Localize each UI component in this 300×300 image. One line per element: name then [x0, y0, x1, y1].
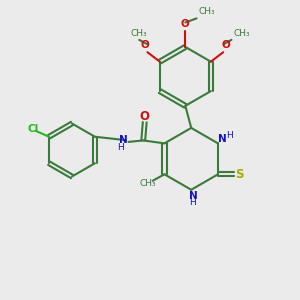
Text: CH₃: CH₃ [131, 28, 148, 38]
Text: H: H [118, 143, 124, 152]
Text: CH₃: CH₃ [234, 28, 250, 38]
Text: H: H [189, 198, 196, 207]
Text: Cl: Cl [27, 124, 38, 134]
Text: N: N [218, 134, 227, 144]
Text: N: N [189, 191, 198, 201]
Text: S: S [235, 168, 243, 181]
Text: O: O [141, 40, 149, 50]
Text: O: O [221, 40, 230, 50]
Text: CH₃: CH₃ [199, 7, 215, 16]
Text: N: N [119, 134, 128, 145]
Text: O: O [181, 19, 190, 29]
Text: H: H [226, 130, 232, 140]
Text: CH₃: CH₃ [140, 178, 157, 188]
Text: O: O [140, 110, 150, 123]
